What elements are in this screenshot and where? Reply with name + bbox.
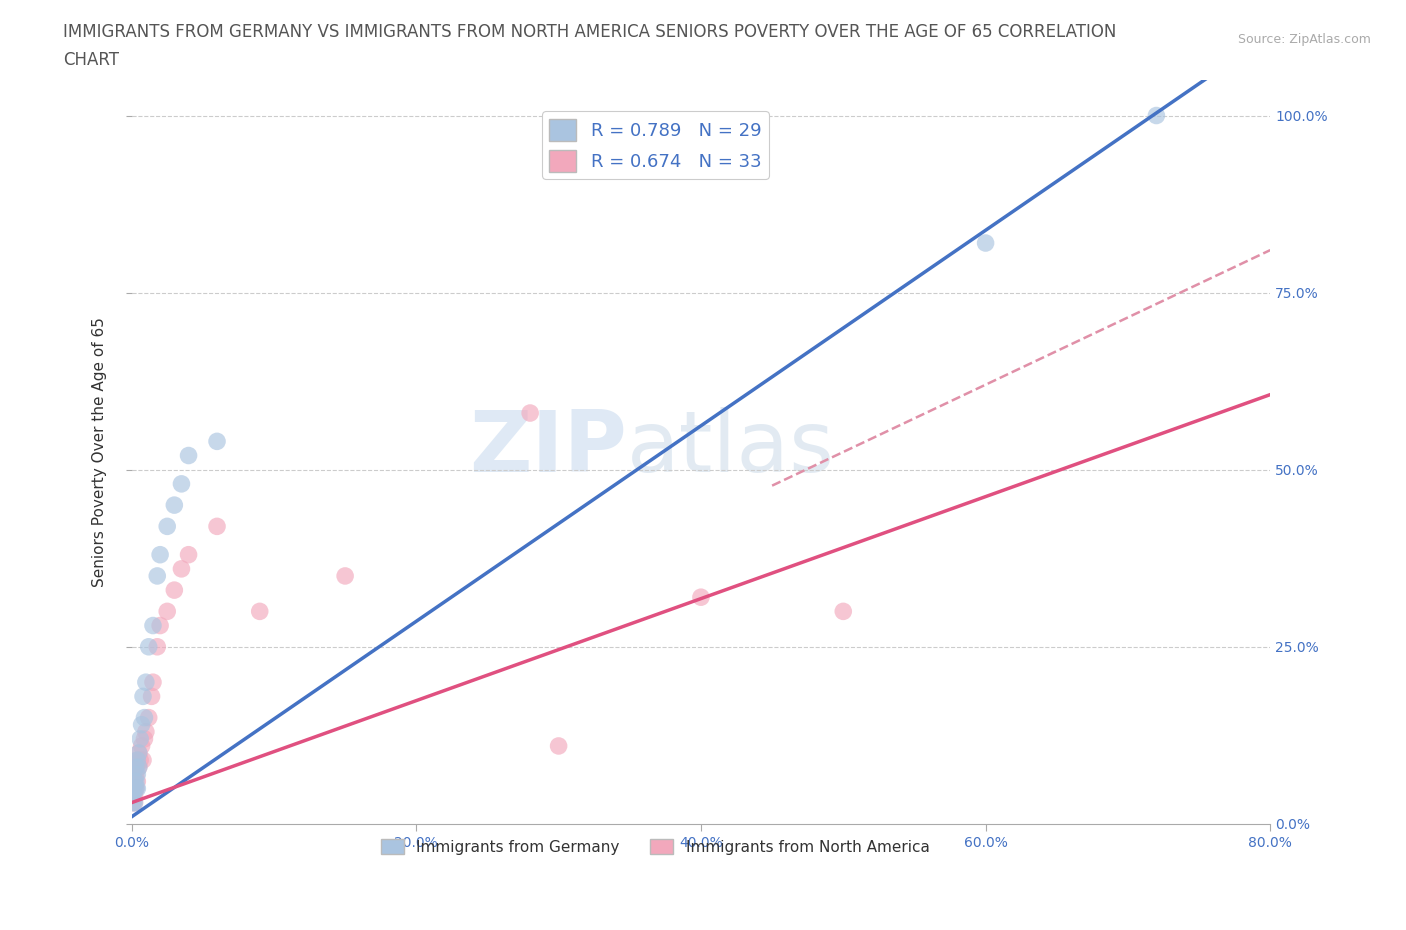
Point: [547, 738, 569, 753]
Point: [205, 519, 228, 534]
Point: [128, 760, 150, 775]
Point: [127, 752, 149, 767]
Point: [125, 760, 148, 775]
Text: IMMIGRANTS FROM GERMANY VS IMMIGRANTS FROM NORTH AMERICA SENIORS POVERTY OVER TH: IMMIGRANTS FROM GERMANY VS IMMIGRANTS FR…: [63, 23, 1116, 41]
Point: [131, 717, 153, 732]
Point: [127, 774, 149, 789]
Point: [156, 604, 179, 618]
Text: ZIP: ZIP: [470, 406, 627, 490]
Point: [122, 795, 145, 810]
Point: [124, 774, 146, 789]
Point: [149, 618, 172, 633]
Point: [127, 752, 149, 767]
Point: [122, 781, 145, 796]
Point: [142, 675, 165, 690]
Point: [1144, 108, 1167, 123]
Point: [134, 711, 156, 725]
Point: [177, 547, 200, 562]
Point: [156, 519, 179, 534]
Point: [170, 476, 193, 491]
Point: [122, 788, 145, 803]
Point: [138, 711, 160, 725]
Point: [146, 568, 169, 583]
Point: [142, 618, 165, 633]
Point: [129, 731, 152, 746]
Point: [125, 781, 148, 796]
Point: [128, 760, 150, 775]
Point: [124, 795, 146, 810]
Point: [125, 781, 148, 796]
Point: [146, 639, 169, 654]
Point: [124, 788, 146, 803]
Point: [127, 767, 149, 782]
Point: [124, 774, 146, 789]
Point: [124, 795, 146, 810]
Point: [163, 498, 186, 512]
Point: [129, 752, 152, 767]
Point: [127, 781, 149, 796]
Text: atlas: atlas: [627, 406, 835, 490]
Point: [128, 746, 150, 761]
Point: [163, 583, 186, 598]
Point: [138, 639, 160, 654]
Point: [690, 590, 713, 604]
Point: [170, 562, 193, 577]
Point: [205, 434, 228, 449]
Point: [177, 448, 200, 463]
Point: [122, 795, 145, 810]
Point: [135, 675, 157, 690]
Y-axis label: Seniors Poverty Over the Age of 65: Seniors Poverty Over the Age of 65: [93, 317, 107, 587]
Point: [125, 774, 148, 789]
Point: [132, 752, 155, 767]
Legend: Immigrants from Germany, Immigrants from North America: Immigrants from Germany, Immigrants from…: [375, 832, 935, 861]
Point: [832, 604, 855, 618]
Point: [134, 731, 156, 746]
Point: [125, 760, 148, 775]
Point: [333, 568, 356, 583]
Point: [124, 781, 146, 796]
Text: Source: ZipAtlas.com: Source: ZipAtlas.com: [1237, 33, 1371, 46]
Point: [132, 689, 155, 704]
Point: [128, 746, 150, 761]
Point: [131, 738, 153, 753]
Point: [149, 547, 172, 562]
Point: [125, 767, 148, 782]
Point: [519, 405, 541, 420]
Point: [249, 604, 271, 618]
Point: [135, 724, 157, 739]
Point: [141, 689, 163, 704]
Point: [974, 235, 997, 250]
Text: CHART: CHART: [63, 51, 120, 69]
